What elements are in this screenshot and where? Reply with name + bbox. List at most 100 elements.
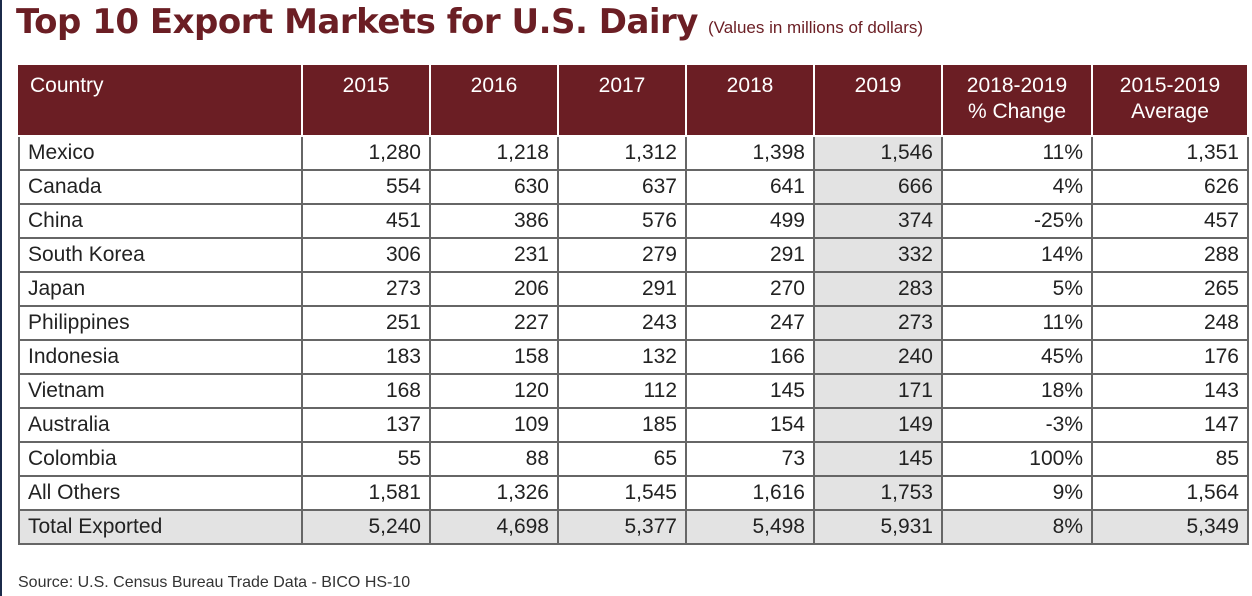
value-cell: 451 [301,203,431,239]
header-text: 2015-2019 [1119,74,1221,97]
value-cell: 265 [1091,271,1249,307]
country-cell: All Others [18,475,303,511]
table-row: China 451 386 576 499 374 -25% 457 [18,203,1249,239]
value-cell: 283 [813,271,943,307]
value-cell: 5,240 [301,509,431,545]
value-cell: 8% [941,509,1093,545]
country-cell: Total Exported [18,509,303,545]
value-cell: 145 [813,441,943,477]
value-cell: 1,218 [429,135,559,171]
country-cell: South Korea [18,237,303,273]
value-cell: 171 [813,373,943,409]
country-cell: Mexico [18,135,303,171]
value-cell: 65 [557,441,687,477]
header-text: 2019 [854,74,902,97]
table-row: Japan 273 206 291 270 283 5% 265 [18,271,1249,307]
value-cell: 374 [813,203,943,239]
value-cell: 4,698 [429,509,559,545]
value-cell: 630 [429,169,559,205]
value-cell: 1,545 [557,475,687,511]
value-cell: 1,546 [813,135,943,171]
country-cell: Japan [18,271,303,307]
title-row: Top 10 Export Markets for U.S. Dairy (Va… [16,2,923,42]
value-cell: 1,753 [813,475,943,511]
value-cell: 5,498 [685,509,815,545]
value-cell: 5,349 [1091,509,1249,545]
value-cell: 240 [813,339,943,375]
value-cell: 641 [685,169,815,205]
value-cell: 5,377 [557,509,687,545]
export-markets-table: Country 2015 2016 2017 2018 2019 2018-2019 % Ch… [18,63,1249,545]
value-cell: 85 [1091,441,1249,477]
country-cell: Vietnam [18,373,303,409]
table-row: Philippines 251 227 243 247 273 11% 248 [18,305,1249,341]
data-table-container: Country 2015 2016 2017 2018 2019 2018-2019 % Ch… [18,63,1249,545]
value-cell: 332 [813,237,943,273]
value-cell: 132 [557,339,687,375]
value-cell: 5,931 [813,509,943,545]
value-cell: 88 [429,441,559,477]
country-cell: Colombia [18,441,303,477]
value-cell: 183 [301,339,431,375]
value-cell: 9% [941,475,1093,511]
column-header-2019: 2019 [813,63,943,137]
value-cell: 176 [1091,339,1249,375]
value-cell: 554 [301,169,431,205]
country-cell: China [18,203,303,239]
table-header-row: Country 2015 2016 2017 2018 2019 2018-2019 % Ch… [18,63,1249,137]
value-cell: 273 [813,305,943,341]
value-cell: 1,398 [685,135,815,171]
table-row: Colombia 55 88 65 73 145 100% 85 [18,441,1249,477]
value-cell: 206 [429,271,559,307]
value-cell: 168 [301,373,431,409]
value-cell: 154 [685,407,815,443]
table-row: Canada 554 630 637 641 666 4% 626 [18,169,1249,205]
header-text: % Change [967,100,1067,123]
header-text: 2015 [342,74,390,97]
value-cell: 112 [557,373,687,409]
value-cell: 14% [941,237,1093,273]
column-header-2017: 2017 [557,63,687,137]
value-cell: 576 [557,203,687,239]
value-cell: 145 [685,373,815,409]
value-cell: 288 [1091,237,1249,273]
header-text: 2016 [470,74,518,97]
value-cell: 1,326 [429,475,559,511]
header-text: 2018 [726,74,774,97]
value-cell: 243 [557,305,687,341]
value-cell: 1,616 [685,475,815,511]
value-cell: 291 [557,271,687,307]
value-cell: 273 [301,271,431,307]
value-cell: 11% [941,305,1093,341]
table-row: Australia 137 109 185 154 149 -3% 147 [18,407,1249,443]
value-cell: 231 [429,237,559,273]
table-total-row: Total Exported 5,240 4,698 5,377 5,498 5,931 8… [18,509,1249,545]
value-cell: 1,280 [301,135,431,171]
left-frame-border [0,0,2,596]
value-cell: 166 [685,339,815,375]
value-cell: 227 [429,305,559,341]
column-header-country: Country [18,63,303,137]
value-cell: 1,312 [557,135,687,171]
value-cell: 247 [685,305,815,341]
column-header-2015: 2015 [301,63,431,137]
value-cell: 5% [941,271,1093,307]
value-cell: 251 [301,305,431,341]
table-row: Indonesia 183 158 132 166 240 45% 176 [18,339,1249,375]
value-cell: 248 [1091,305,1249,341]
value-cell: 386 [429,203,559,239]
column-header-2015-2019-average: 2015-2019 Average [1091,63,1249,137]
column-header-2018-2019-change: 2018-2019 % Change [941,63,1093,137]
value-cell: 147 [1091,407,1249,443]
value-cell: 1,581 [301,475,431,511]
value-cell: 457 [1091,203,1249,239]
table-row: All Others 1,581 1,326 1,545 1,616 1,753 9% 1,5… [18,475,1249,511]
value-cell: 637 [557,169,687,205]
header-text: Country [30,74,104,97]
value-cell: 137 [301,407,431,443]
table-row: South Korea 306 231 279 291 332 14% 288 [18,237,1249,273]
source-note: Source: U.S. Census Bureau Trade Data - … [18,574,411,591]
value-cell: 499 [685,203,815,239]
value-cell: 4% [941,169,1093,205]
value-cell: 73 [685,441,815,477]
